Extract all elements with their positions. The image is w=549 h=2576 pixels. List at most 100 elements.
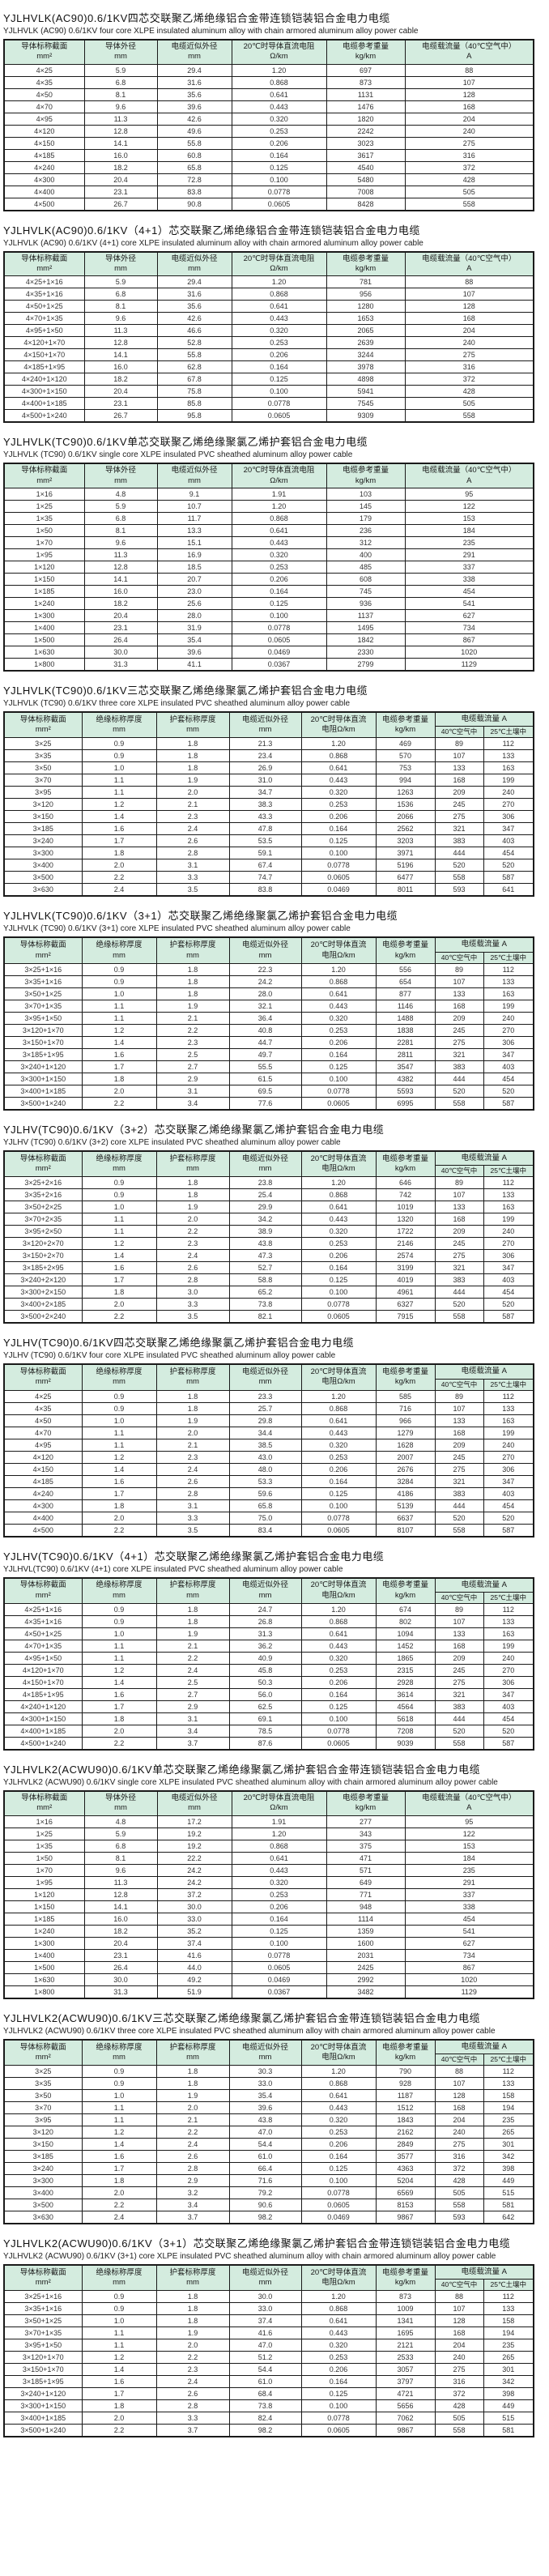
table-row: 3×95 1.1 2.1 43.8 0.320 1843 204 235	[3, 2113, 534, 2127]
value-cell: 0.0469	[300, 2211, 377, 2224]
cross-section-cell: 4×400	[3, 1511, 83, 1525]
value-cell: 2.3	[155, 1237, 230, 1251]
value-cell: 1020	[404, 646, 534, 659]
table-title-zh: YJLHVLK2(ACWU90)0.6/1KV三芯交联聚乙烯绝缘聚氯乙烯护套铝合…	[3, 2011, 481, 2024]
value-cell: 312	[326, 536, 406, 550]
value-cell: 0.0778	[231, 621, 327, 635]
value-cell: 781	[326, 275, 406, 289]
value-cell: 608	[326, 573, 406, 586]
cross-section-cell: 3×25+1×16	[3, 962, 83, 976]
table-row: 4×120 12.8 49.6 0.253 2242 240	[3, 124, 534, 138]
value-cell: 277	[326, 1815, 406, 1828]
value-cell: 0.206	[300, 1462, 377, 1476]
value-cell: 0.253	[300, 2126, 377, 2139]
column-header: 导体标称截面 mm²	[3, 2264, 83, 2292]
value-cell: 0.641	[300, 761, 377, 775]
value-cell: 194	[483, 2101, 534, 2115]
table-row: 1×630 30.0 39.6 0.0469 2330 1020	[3, 646, 534, 659]
value-cell: 1.20	[231, 275, 327, 289]
value-cell: 240	[404, 124, 534, 138]
value-cell: 33.0	[156, 1912, 232, 1926]
value-cell: 240	[483, 1438, 534, 1452]
value-cell: 928	[375, 2077, 436, 2091]
column-header: 导体外径 mm	[83, 251, 158, 277]
table-row: 3×240 1.7 2.8 66.4 0.125 4363 372 398	[3, 2162, 534, 2176]
value-cell: 9867	[375, 2211, 436, 2224]
value-cell: 2.8	[155, 1486, 230, 1500]
value-cell: 0.253	[300, 798, 377, 812]
value-cell: 0.253	[231, 124, 327, 138]
value-cell: 316	[404, 360, 534, 374]
value-cell: 4564	[375, 1700, 436, 1714]
value-cell: 0.164	[300, 1474, 377, 1488]
table-title-en: YJLHVLK (TC90) 0.6/1KV (3+1) core XLPE i…	[3, 924, 351, 934]
value-cell: 646	[375, 1176, 436, 1190]
value-cell: 83.8	[228, 883, 302, 897]
table-row: 4×400 23.1 83.8 0.0778 7008 505	[3, 185, 534, 198]
value-cell: 2.4	[155, 822, 230, 836]
table-row: 3×300+1×150 1.8 2.8 73.8 0.100 5656 428 449	[3, 2399, 534, 2413]
value-cell: 1.8	[155, 2065, 230, 2079]
value-cell: 1.1	[81, 2327, 157, 2340]
value-cell: 627	[404, 609, 534, 623]
column-header: 导体标称截面 mm²	[3, 39, 85, 65]
cross-section-cell: 3×185	[3, 2150, 83, 2164]
value-cell: 0.443	[231, 1863, 327, 1877]
cross-section-cell: 4×35	[3, 75, 85, 89]
value-cell: 1.6	[81, 822, 157, 836]
value-cell: 0.868	[231, 1839, 327, 1853]
column-header: 绝缘标称厚度 mm	[81, 936, 157, 964]
value-cell: 449	[483, 2174, 534, 2188]
spec-table: 导体标称截面 mm² 导体外径 mm 电缆近似外径 mm 20℃时导体直流电阻 Ω/km 电缆参…	[3, 1790, 534, 1999]
value-cell: 122	[404, 500, 534, 514]
table-row: 4×300+1×150 1.8 3.1 69.1 0.100 5618 444 454	[3, 1712, 534, 1726]
value-cell: 107	[404, 75, 534, 89]
cross-section-cell: 4×95	[3, 1438, 83, 1452]
value-cell: 0.164	[300, 822, 377, 836]
table-row: 4×240 18.2 65.8 0.125 4540 372	[3, 160, 534, 174]
value-cell: 471	[326, 1851, 406, 1865]
value-cell: 128	[404, 300, 534, 313]
value-cell: 52.7	[228, 1261, 302, 1275]
ampacity-sub-header: 25℃土壤中	[483, 1165, 534, 1178]
value-cell: 571	[326, 1863, 406, 1877]
value-cell: 1.2	[81, 1237, 157, 1251]
cross-section-cell: 4×300+1×150	[3, 385, 85, 399]
value-cell: 2992	[326, 1973, 406, 1986]
cross-section-cell: 3×70+1×35	[3, 2327, 83, 2340]
column-header: 导体标称截面 mm²	[3, 2039, 83, 2066]
value-cell: 347	[483, 1261, 534, 1275]
cross-section-cell: 1×400	[3, 621, 85, 635]
spec-table: 导体标称截面 mm² 绝缘标称厚度 mm 护套标称厚度 mm 电缆近似外径 mm 20℃时导体直…	[3, 1576, 535, 1751]
value-cell: 36.4	[228, 1011, 302, 1025]
value-cell: 2.5	[155, 1676, 230, 1690]
table-row: 1×50 8.1 22.2 0.641 471 184	[3, 1851, 534, 1865]
value-cell: 2.2	[81, 2199, 157, 2212]
table-row: 3×300 1.8 2.9 71.6 0.100 5204 428 449	[3, 2174, 534, 2188]
table-row: 1×300 20.4 37.4 0.100 1600 627	[3, 1936, 534, 1950]
table-section-yjlhvlk-tc90-3plus1: YJLHVLK(TC90)0.6/1KV（3+1）芯交联聚乙烯绝缘聚氯乙烯护套铝…	[3, 907, 546, 1111]
value-cell: 1.7	[81, 2162, 157, 2176]
value-cell: 1.8	[155, 987, 230, 1000]
cross-section-cell: 1×185	[3, 585, 85, 599]
value-cell: 1.8	[81, 847, 157, 860]
table-row: 1×25 5.9 19.2 1.20 343 122	[3, 1827, 534, 1840]
value-cell: 558	[434, 2199, 484, 2212]
value-cell: 0.9	[81, 1401, 157, 1415]
value-cell: 1.9	[155, 999, 230, 1013]
value-cell: 2.8	[155, 1273, 230, 1287]
column-header: 电缆参考重量 kg/km	[375, 2264, 436, 2292]
value-cell: 3.4	[155, 1725, 230, 1738]
table-row: 4×50 1.0 1.9 29.8 0.641 966 133 163	[3, 1414, 534, 1427]
value-cell: 2.2	[81, 2424, 157, 2437]
value-cell: 0.443	[300, 1426, 377, 1439]
table-row: 4×500 26.7 90.8 0.0605 8428 558	[3, 197, 534, 211]
cross-section-cell: 3×50+1×25	[3, 987, 83, 1000]
value-cell: 3.7	[155, 1737, 230, 1751]
value-cell: 1.6	[81, 2150, 157, 2164]
table-row: 4×150+1×70 14.1 55.8 0.206 3244 275	[3, 348, 534, 362]
value-cell: 1.9	[155, 1627, 230, 1641]
value-cell: 2.0	[155, 786, 230, 800]
value-cell: 0.641	[300, 1414, 377, 1427]
value-cell: 1628	[375, 1438, 436, 1452]
